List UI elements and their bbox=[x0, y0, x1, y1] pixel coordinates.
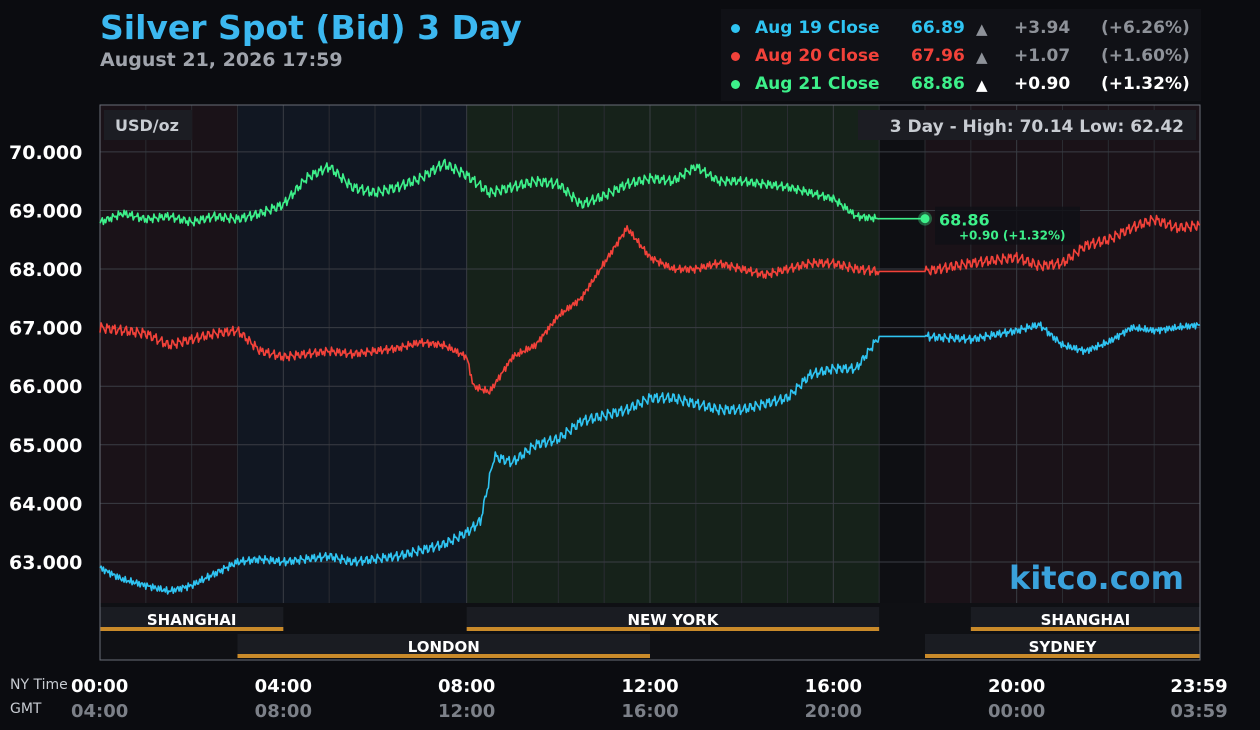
up-arrow-icon: ▲ bbox=[976, 76, 988, 94]
x-tick-label-ny: 23:59 bbox=[1170, 676, 1227, 697]
session-bar-bg bbox=[466, 607, 880, 627]
session-bar-underline bbox=[925, 654, 1200, 658]
y-tick-label: 66.000 bbox=[9, 376, 82, 398]
x-tick-label-gmt: 04:00 bbox=[71, 701, 128, 722]
last-change-label: +0.90 (+1.32%) bbox=[959, 229, 1066, 243]
x-tick-label-ny: 08:00 bbox=[438, 676, 495, 697]
x-tick-label-gmt: 20:00 bbox=[805, 701, 862, 722]
session-label: SHANGHAI bbox=[147, 611, 237, 629]
session-bar-bg bbox=[970, 607, 1200, 627]
session-label: LONDON bbox=[408, 638, 480, 656]
x-tick-label-gmt: 16:00 bbox=[621, 701, 678, 722]
legend-percent: (+6.26%) bbox=[1101, 18, 1190, 38]
legend-percent: (+1.32%) bbox=[1101, 74, 1190, 94]
legend-value: 68.86 bbox=[911, 74, 965, 94]
x-tick-label-ny: 16:00 bbox=[805, 676, 862, 697]
series-line-aug-20 bbox=[99, 214, 1201, 395]
units-label-bg bbox=[104, 110, 192, 140]
session-bar-underline bbox=[100, 627, 284, 631]
x-tick-label-gmt: 03:59 bbox=[1170, 701, 1227, 722]
legend-dot-icon bbox=[731, 52, 740, 61]
y-tick-label: 69.000 bbox=[9, 200, 82, 222]
x-tick-label-ny: 20:00 bbox=[988, 676, 1045, 697]
y-tick-label: 70.000 bbox=[9, 142, 82, 164]
x-tick-label-gmt: 12:00 bbox=[438, 701, 495, 722]
high-low-label-bg bbox=[858, 110, 1196, 140]
session-bar-underline bbox=[237, 654, 650, 658]
x-tick-label-gmt: 08:00 bbox=[255, 701, 312, 722]
x-tick-label-ny: 12:00 bbox=[621, 676, 678, 697]
high-low-label: 3 Day - High: 70.14 Low: 62.42 bbox=[890, 117, 1184, 137]
y-tick-label: 65.000 bbox=[9, 435, 82, 457]
session-bar-underline bbox=[466, 627, 880, 631]
y-tick-label: 64.000 bbox=[9, 493, 82, 515]
legend-box: Aug 19 Close 66.89 ▲ +3.94 (+6.26%) Aug … bbox=[721, 9, 1201, 101]
session-bar-bg bbox=[237, 634, 650, 654]
y-tick-label: 63.000 bbox=[9, 552, 82, 574]
x-tick-label-ny: 04:00 bbox=[255, 676, 312, 697]
legend-value: 66.89 bbox=[911, 18, 965, 38]
kitco-watermark-logo: kitco.com bbox=[1009, 559, 1184, 597]
legend-dot-icon bbox=[731, 80, 740, 89]
closed-shade bbox=[879, 105, 925, 603]
new-york-session-shade bbox=[466, 105, 880, 603]
session-bar-bg bbox=[925, 634, 1200, 654]
last-price-label: 68.86 bbox=[939, 211, 990, 230]
legend-dot-icon bbox=[731, 24, 740, 33]
legend-change: +3.94 bbox=[1014, 18, 1071, 38]
units-label: USD/oz bbox=[115, 116, 179, 135]
session-bar-underline bbox=[970, 627, 1200, 631]
legend-row-aug19: Aug 19 Close 66.89 ▲ +3.94 (+6.26%) bbox=[721, 18, 1201, 40]
legend-change: +0.90 bbox=[1014, 74, 1071, 94]
plot-frame bbox=[99, 104, 1201, 661]
legend-label: Aug 19 Close bbox=[755, 18, 880, 38]
legend-label: Aug 21 Close bbox=[755, 74, 880, 94]
x-tick-label-gmt: 00:00 bbox=[988, 701, 1045, 722]
last-point-marker bbox=[920, 214, 930, 224]
x-tick-label-ny: 00:00 bbox=[71, 676, 128, 697]
page-title: Silver Spot (Bid) 3 Day bbox=[100, 8, 522, 47]
legend-value: 67.96 bbox=[911, 46, 965, 66]
y-tick-label: 68.000 bbox=[9, 259, 82, 281]
legend-row-aug20: Aug 20 Close 67.96 ▲ +1.07 (+1.60%) bbox=[721, 46, 1201, 68]
up-arrow-icon: ▲ bbox=[976, 20, 988, 38]
series-line-aug-21 bbox=[99, 158, 925, 227]
page-subtitle: August 21, 2026 17:59 bbox=[100, 49, 343, 71]
last-price-label-bg bbox=[935, 206, 1080, 245]
session-bar-bg bbox=[100, 607, 284, 627]
legend-percent: (+1.60%) bbox=[1101, 46, 1190, 66]
series-line-aug-19 bbox=[99, 321, 1201, 595]
legend-row-aug21: Aug 21 Close 68.86 ▲ +0.90 (+1.32%) bbox=[721, 74, 1201, 96]
up-arrow-icon: ▲ bbox=[976, 48, 988, 66]
y-tick-label: 67.000 bbox=[9, 318, 82, 340]
asia-session-shade bbox=[100, 105, 238, 603]
session-label: NEW YORK bbox=[628, 611, 720, 629]
legend-change: +1.07 bbox=[1014, 46, 1071, 66]
legend-label: Aug 20 Close bbox=[755, 46, 880, 66]
session-label: SYDNEY bbox=[1029, 638, 1098, 656]
ny-time-axis-label: NY Time bbox=[10, 677, 68, 693]
gmt-axis-label: GMT bbox=[10, 701, 42, 717]
session-label: SHANGHAI bbox=[1041, 611, 1131, 629]
